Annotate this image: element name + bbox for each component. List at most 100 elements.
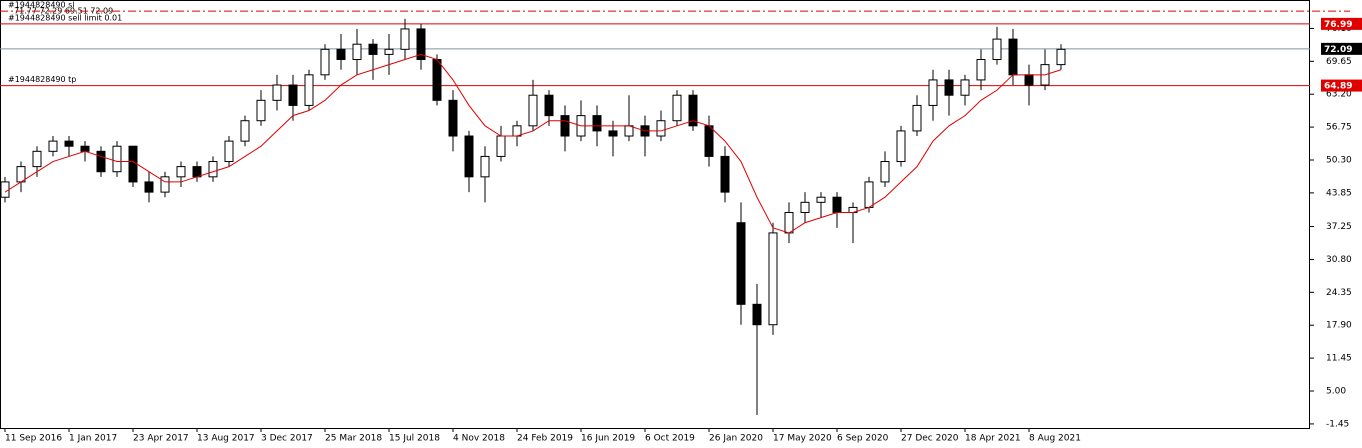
candle-body (912, 104, 922, 132)
candle-body (800, 201, 810, 214)
candle-body (832, 196, 842, 214)
candle-body (656, 120, 666, 137)
y-tick-label: 37.25 (1326, 222, 1352, 232)
candle-body (528, 94, 538, 127)
candle-body (816, 196, 826, 203)
y-tick-label: 5.00 (1326, 387, 1346, 397)
candle-body (976, 59, 986, 81)
candle-body (448, 99, 458, 137)
candle-body (288, 84, 298, 106)
price-tag-label: 76.99 (1324, 20, 1352, 30)
candle-body (368, 43, 378, 55)
candle-body (768, 232, 778, 326)
price-tag-label: 72.09 (1324, 45, 1352, 55)
candle-body (928, 79, 938, 106)
candle-body (704, 125, 714, 157)
x-tick-label: 6 Oct 2019 (645, 434, 695, 444)
candle-body (112, 145, 122, 173)
candle-body (240, 120, 250, 142)
candle-body (784, 212, 794, 234)
x-tick-label: 26 Jan 2020 (709, 434, 763, 444)
chart-header: 71.77 72.29 69.51 72.09 (14, 7, 113, 16)
candle-body (624, 125, 634, 137)
y-tick-label: 11.45 (1326, 354, 1352, 364)
candle-body (736, 222, 746, 305)
candle-body (1024, 74, 1034, 86)
x-tick-label: 27 Dec 2020 (901, 434, 959, 444)
candle-body (208, 161, 218, 178)
level-label: #1944828490 sell limit 0.01 (8, 13, 122, 22)
x-tick-label: 24 Feb 2019 (517, 434, 573, 444)
candle-body (752, 303, 762, 326)
candle-body (192, 166, 202, 178)
x-tick-label: 13 Aug 2017 (197, 434, 255, 444)
candle-body (432, 59, 442, 101)
price-tag (1321, 42, 1362, 55)
y-tick-label: 43.85 (1326, 188, 1352, 198)
candle-body (304, 74, 314, 106)
x-tick-label: 3 Dec 2017 (261, 434, 313, 444)
y-tick-label: 56.75 (1326, 123, 1352, 133)
level-label: #1944828490 sl (8, 1, 75, 10)
candle-body (688, 94, 698, 127)
candle-body (352, 43, 362, 61)
x-tick-label: 18 Apr 2021 (965, 434, 1021, 444)
candle-body (64, 140, 74, 147)
y-tick-label: 17.90 (1326, 321, 1352, 331)
x-tick-label: 8 Aug 2021 (1029, 434, 1081, 444)
candle-body (880, 161, 890, 183)
candle-body (544, 94, 554, 117)
x-tick-label: 6 Sep 2020 (837, 434, 889, 444)
x-tick-label: 4 Nov 2018 (453, 434, 505, 444)
candle-body (1056, 48, 1066, 66)
candle-body (32, 150, 42, 168)
price-tag-label: 64.89 (1324, 82, 1352, 92)
y-tick-label: 69.65 (1326, 57, 1352, 67)
x-tick-label: 15 Jul 2018 (389, 434, 440, 444)
level-label: #1944828490 tp (8, 75, 76, 84)
candle-body (496, 135, 506, 157)
candle-body (160, 176, 170, 193)
candle-body (0, 181, 10, 198)
candle-body (960, 79, 970, 96)
x-tick-label: 1 Jan 2017 (69, 434, 117, 444)
candle-body (224, 140, 234, 163)
candle-body (80, 145, 90, 152)
candle-body (464, 135, 474, 178)
plot-frame (0, 0, 1310, 429)
candle-body (384, 48, 394, 55)
y-tick-label: 50.30 (1326, 155, 1352, 165)
candle-body (512, 125, 522, 137)
candle-body (272, 84, 282, 101)
candle-body (992, 38, 1002, 61)
candle-body (48, 140, 58, 152)
candle-body (608, 130, 618, 137)
candle-body (256, 99, 266, 122)
candle-body (320, 48, 330, 76)
candle-body (592, 115, 602, 132)
candle-body (416, 28, 426, 61)
candle-body (1008, 38, 1018, 76)
y-tick-label: 63.20 (1326, 90, 1352, 100)
x-tick-label: 25 Mar 2018 (325, 434, 382, 444)
candle-body (896, 130, 906, 163)
y-tick-label: -1.45 (1326, 419, 1349, 429)
x-tick-label: 16 Jun 2019 (581, 434, 635, 444)
candle-body (480, 155, 490, 178)
x-tick-label: 11 Sep 2016 (5, 434, 62, 444)
price-tag (1321, 79, 1362, 92)
price-tag (1321, 17, 1362, 30)
x-tick-label: 23 Apr 2017 (133, 434, 189, 444)
candle-body (672, 94, 682, 122)
candle-body (864, 181, 874, 208)
x-tick-label: 17 May 2020 (773, 434, 832, 444)
candle-body (176, 166, 186, 178)
candle-body (560, 115, 570, 137)
candle-body (400, 28, 410, 50)
candle-body (144, 181, 154, 193)
moving-average (4, 53, 1062, 234)
candle-body (944, 79, 954, 96)
y-tick-label: 24.35 (1326, 288, 1352, 298)
candle-body (96, 150, 106, 173)
